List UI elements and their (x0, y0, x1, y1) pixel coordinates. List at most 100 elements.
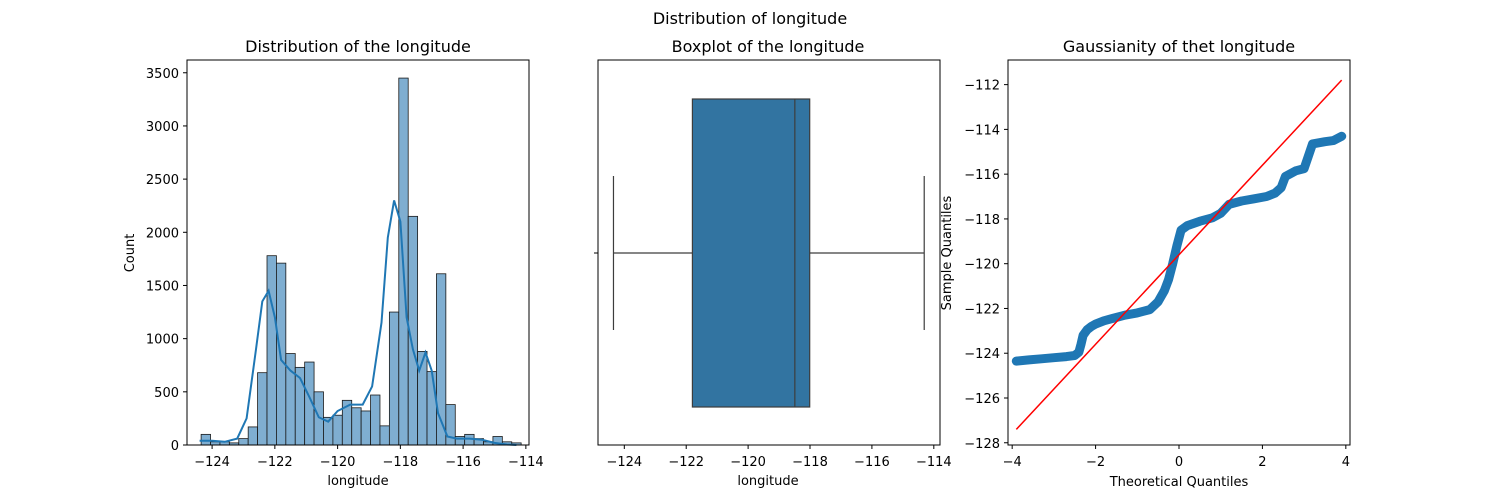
qq-xlabel: Theoretical Quantiles (1109, 475, 1249, 490)
qq-panel: Gaussianity of thet longitude −4 −2 0 2 4 −1… (940, 37, 1351, 490)
qq-point (1076, 340, 1086, 349)
qq-point (1262, 192, 1271, 201)
qq-point (1049, 353, 1059, 362)
histogram-x-tick-label: −116 (445, 455, 481, 470)
qq-point (1281, 172, 1290, 181)
boxplot-x-tick-label: −120 (730, 455, 766, 470)
histogram-y-tick-label: 1500 (146, 279, 179, 294)
histogram-bar (351, 407, 362, 446)
qq-point (1037, 354, 1046, 364)
qq-y-tick-label: −114 (964, 123, 1000, 138)
qq-y-tick-label: −118 (964, 213, 1000, 228)
histogram-bar (257, 372, 268, 446)
qq-point (1237, 196, 1246, 206)
boxplot (612, 98, 925, 408)
histogram-y-tick-label: 2000 (146, 226, 179, 241)
histogram-y-tick-label: 2500 (146, 173, 179, 188)
histogram-x-tick-label: −114 (508, 455, 544, 470)
qq-point (1164, 275, 1173, 284)
qq-x-tick-label: −4 (1003, 455, 1022, 470)
histogram-x-tick-label: −118 (382, 455, 418, 470)
histogram-x-tick-label: −120 (320, 455, 356, 470)
histogram-bar (426, 371, 437, 446)
qq-point (1099, 316, 1109, 325)
qq-point (1145, 305, 1155, 314)
qq-point (1304, 152, 1313, 161)
histogram-frame (186, 59, 530, 446)
qq-point (1153, 297, 1163, 306)
figure-suptitle: Distribution of longitude (653, 9, 847, 28)
qq-x-tick-label: −2 (1086, 455, 1105, 470)
qq-title: Gaussianity of thet longitude (1063, 37, 1295, 56)
histogram-bar (360, 410, 371, 446)
qq-point (1249, 194, 1259, 203)
histogram-bar (379, 425, 390, 446)
qq-point (1291, 166, 1300, 175)
qq-point (1320, 137, 1330, 146)
qq-point (1183, 221, 1192, 230)
qq-y-tick-label: −120 (964, 258, 1000, 273)
histogram-y-tick-label: 500 (154, 386, 179, 401)
qq-point (1024, 355, 1034, 365)
boxplot-x-ticks: −124 −122 −120 −118 −116 −114 (606, 445, 952, 470)
qq-reference-line (1015, 79, 1343, 430)
histogram-xlabel: longitude (327, 474, 388, 489)
boxplot-x-tick-label: −114 (916, 455, 952, 470)
qq-point (1133, 308, 1142, 318)
qq-point (1120, 310, 1129, 320)
qq-x-ticks: −4 −2 0 2 4 (1003, 445, 1350, 470)
qq-point (1308, 139, 1317, 149)
qq-point (1160, 286, 1169, 295)
histogram-y-tick-label: 3500 (146, 67, 179, 82)
kde-curve (199, 200, 517, 446)
qq-point (1276, 183, 1286, 192)
boxplot-panel: Boxplot of the longitude −124 −122 −120 −11… (594, 37, 952, 489)
histogram-x-tick-label: −124 (194, 455, 230, 470)
qq-point (1270, 188, 1280, 198)
qq-x-tick-label: 2 (1258, 455, 1266, 470)
histogram-bar (200, 433, 211, 446)
qq-point (1329, 136, 1338, 145)
histogram-bar (370, 394, 381, 446)
qq-y-tick-label: −124 (964, 347, 1000, 362)
qq-point (1012, 356, 1021, 366)
histogram-title: Distribution of the longitude (245, 37, 471, 56)
qq-y-tick-label: −128 (964, 437, 1000, 452)
histogram-panel: Distribution of the longitude −124 −122 −1… (123, 37, 544, 489)
histogram-y-tick-label: 1000 (146, 333, 179, 348)
qq-point (1108, 314, 1117, 323)
qq-y-tick-label: −122 (964, 302, 1000, 317)
histogram-bar (417, 351, 428, 446)
boxplot-box (691, 98, 811, 408)
qq-point (1062, 352, 1071, 361)
histogram-bar (332, 414, 343, 446)
qq-point (1091, 319, 1100, 329)
boxplot-x-tick-label: −118 (792, 455, 828, 470)
histogram-ylabel: Count (123, 234, 138, 273)
qq-point (1337, 132, 1346, 141)
qq-y-tick-label: −112 (964, 79, 1000, 94)
histogram-bar (247, 426, 258, 446)
boxplot-x-tick-label: −122 (668, 455, 704, 470)
qq-points (1011, 131, 1347, 366)
qq-y-tick-label: −116 (964, 168, 1000, 183)
histogram-y-ticks: 0 500 1000 1500 2000 2500 3000 3500 (146, 67, 187, 454)
histogram-y-tick-label: 0 (171, 439, 179, 454)
histogram-bar (388, 311, 400, 446)
qq-point (1168, 259, 1177, 268)
histogram-x-tick-label: −122 (257, 455, 293, 470)
boxplot-x-tick-label: −116 (854, 455, 890, 470)
boxplot-title: Boxplot of the longitude (672, 37, 865, 56)
qq-y-tick-label: −126 (964, 392, 1000, 407)
qq-x-tick-label: 0 (1175, 455, 1183, 470)
histogram-y-tick-label: 3000 (146, 120, 179, 135)
qq-ylabel: Sample Quantiles (940, 195, 955, 310)
qq-y-ticks: −128 −126 −124 −122 −120 −118 −116 −114 −112 (964, 79, 1008, 452)
boxplot-xlabel: longitude (737, 474, 798, 489)
qq-point (1176, 225, 1186, 235)
qq-point (1195, 216, 1205, 226)
histogram-bar (266, 255, 277, 446)
qq-point (1074, 347, 1084, 357)
qq-point (1172, 241, 1182, 250)
